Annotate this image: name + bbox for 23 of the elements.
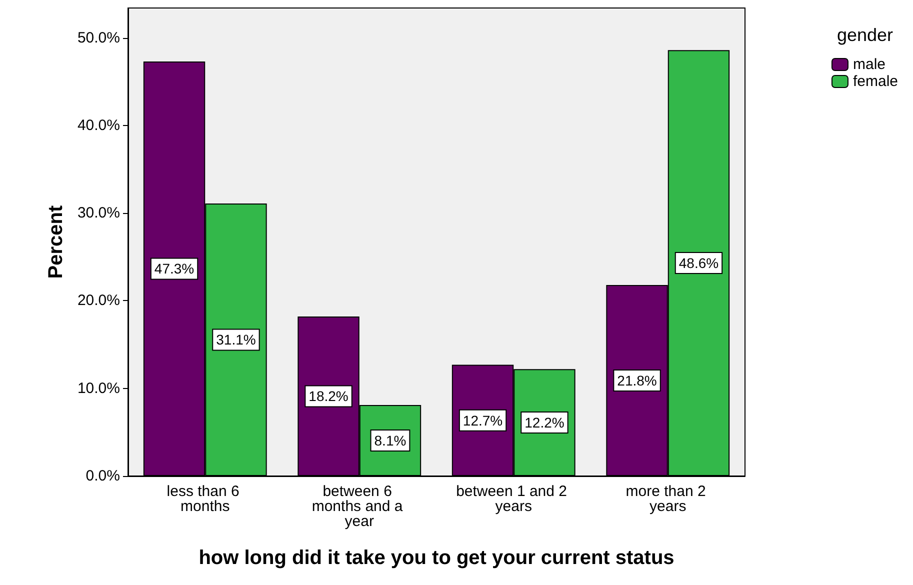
y-tick-label: 10.0% <box>77 380 120 397</box>
x-tick-label: between 6 months and a year <box>312 483 407 530</box>
y-tick-label: 20.0% <box>77 292 120 310</box>
legend-label: male <box>852 56 886 73</box>
y-tick-label: 50.0% <box>77 29 120 46</box>
data-label: 47.3% <box>154 260 194 277</box>
data-label: 12.7% <box>462 412 503 428</box>
x-tick-label: between 1 and 2 years <box>456 483 572 515</box>
legend-title: gender <box>836 25 894 45</box>
x-tick-label: more than 2 years <box>626 483 710 515</box>
data-label: 8.1% <box>374 432 406 449</box>
x-axis-title: how long did it take you to get your current status <box>198 547 674 569</box>
y-tick-label: 0.0% <box>86 468 120 484</box>
y-tick-label: 40.0% <box>77 116 120 134</box>
data-label: 48.6% <box>678 255 719 272</box>
legend-label: female <box>852 73 898 90</box>
data-label: 18.2% <box>308 388 348 404</box>
x-tick-label: less than 6 months <box>166 483 244 515</box>
data-label: 12.2% <box>524 414 564 431</box>
y-tick-label: 30.0% <box>77 204 120 222</box>
data-label: 31.1% <box>216 332 256 348</box>
y-axis-title: Percent <box>45 204 67 279</box>
data-label: 21.8% <box>617 372 657 388</box>
